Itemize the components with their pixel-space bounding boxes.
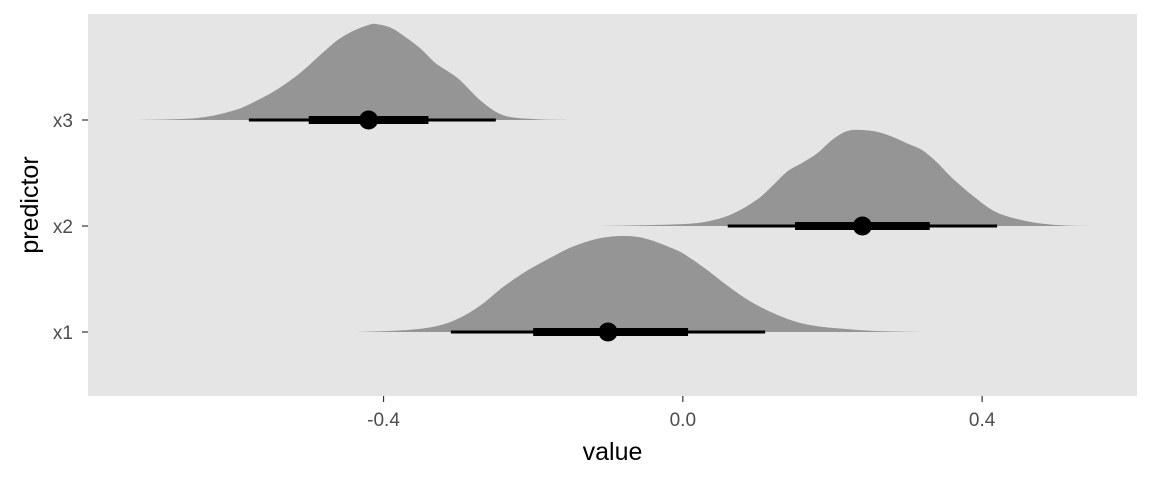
y-tick-labels: x1 x2 x3 xyxy=(53,111,73,344)
y-tick-label-x3: x3 xyxy=(53,111,73,132)
density-x3 xyxy=(136,23,601,120)
y-tick-label-x1: x1 xyxy=(53,323,73,344)
x-axis-title: value xyxy=(583,438,643,466)
point-estimate-x2 xyxy=(852,216,872,236)
y-tick-marks xyxy=(82,119,88,333)
x-tick-labels: -0.4 0.0 0.4 xyxy=(367,410,996,431)
y-axis-title: predictor xyxy=(16,156,44,253)
x-tick-label-2: 0.4 xyxy=(969,410,996,431)
point-estimate-x1 xyxy=(598,322,618,342)
y-tick-label-x2: x2 xyxy=(53,217,73,238)
x-tick-label-1: 0.0 xyxy=(670,410,696,431)
point-layer xyxy=(359,110,872,342)
point-estimate-x3 xyxy=(359,110,379,130)
x-tick-label-0: -0.4 xyxy=(367,410,400,431)
x-tick-marks xyxy=(382,396,983,402)
density-x2 xyxy=(600,129,1091,226)
density-layer xyxy=(136,23,1091,332)
density-x1 xyxy=(357,236,923,332)
